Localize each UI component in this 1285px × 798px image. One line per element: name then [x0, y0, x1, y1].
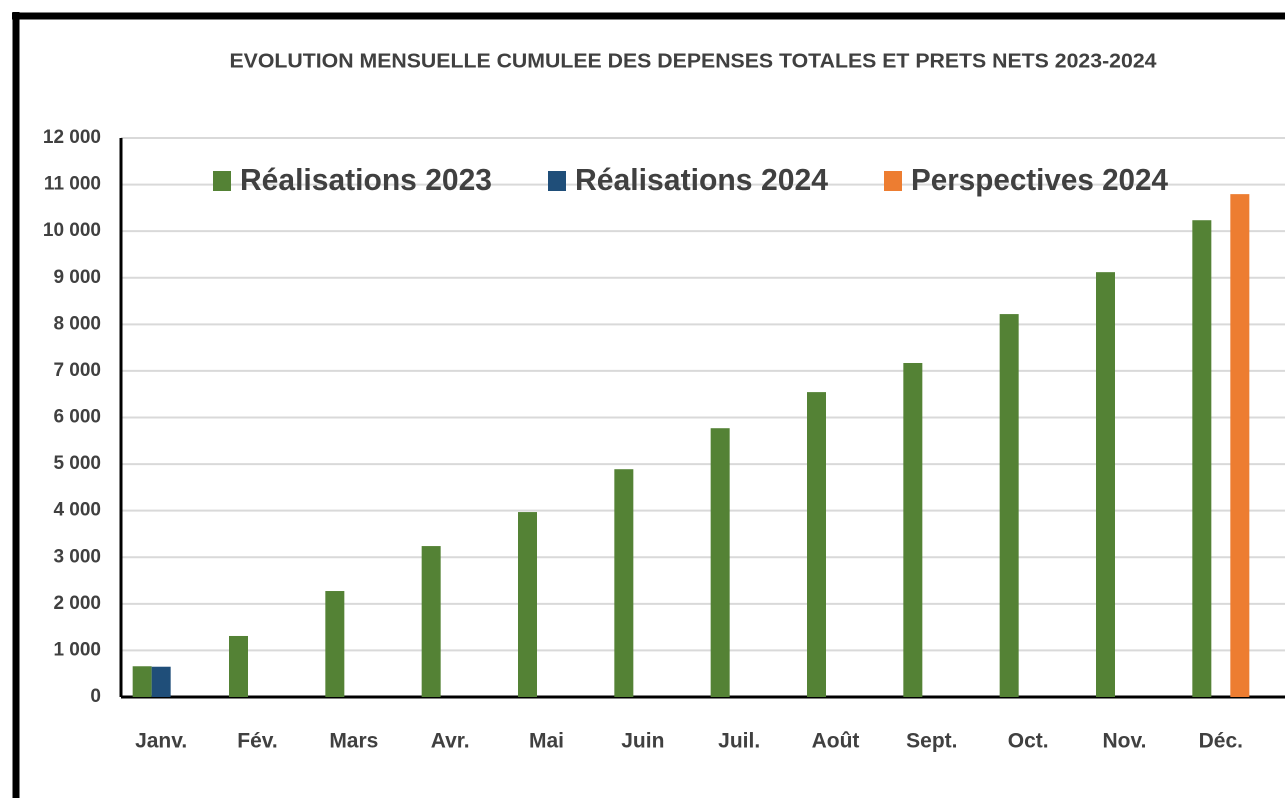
legend-label: Réalisations 2024 [575, 162, 829, 197]
bar [421, 546, 441, 697]
x-tick-label: Juin [621, 730, 664, 753]
bar [151, 666, 171, 697]
y-tick-label: 1 000 [53, 639, 101, 660]
bar [614, 469, 634, 697]
legend-label: Perspectives 2024 [911, 162, 1169, 197]
bar [325, 591, 345, 697]
bar [518, 512, 537, 697]
x-tick-label: Avr. [431, 730, 470, 753]
x-tick-label: Janv. [135, 730, 187, 753]
y-tick-label: 2 000 [53, 593, 101, 614]
x-tick-label: Nov. [1103, 730, 1147, 753]
bar [1192, 220, 1212, 697]
y-tick-label: 7 000 [53, 360, 101, 381]
x-tick-label: Août [812, 730, 860, 753]
bar [999, 314, 1019, 697]
y-tick-label: 8 000 [53, 313, 101, 334]
bar [1230, 194, 1250, 697]
x-tick-label: Oct. [1008, 730, 1049, 753]
x-tick-label: Fév. [237, 730, 277, 753]
x-tick-label: Mars [329, 730, 378, 753]
x-tick-label: Juil. [718, 730, 760, 753]
legend-swatch [548, 171, 566, 191]
y-tick-label: 11 000 [44, 174, 101, 195]
bar [229, 635, 248, 697]
y-tick-label: 9 000 [53, 267, 101, 288]
x-tick-label: Déc. [1199, 730, 1243, 753]
x-tick-label: Mai [529, 730, 564, 753]
chart-title: EVOLUTION MENSUELLE CUMULEE DES DEPENSES… [230, 50, 1158, 72]
legend-label: Réalisations 2023 [240, 162, 492, 197]
y-tick-label: 0 [90, 686, 101, 707]
y-tick-label: 5 000 [53, 453, 101, 474]
y-tick-label: 3 000 [53, 546, 101, 567]
bar [903, 362, 923, 697]
legend-swatch [884, 171, 902, 191]
bar [1096, 272, 1115, 697]
y-tick-label: 12 000 [43, 127, 101, 148]
y-tick-label: 6 000 [53, 407, 101, 428]
bar [132, 666, 152, 697]
y-tick-label: 10 000 [43, 220, 101, 241]
legend-swatch [213, 171, 231, 191]
x-tick-label: Sept. [906, 730, 957, 753]
bar [710, 428, 730, 697]
bar [807, 392, 826, 697]
y-tick-label: 4 000 [53, 500, 101, 521]
